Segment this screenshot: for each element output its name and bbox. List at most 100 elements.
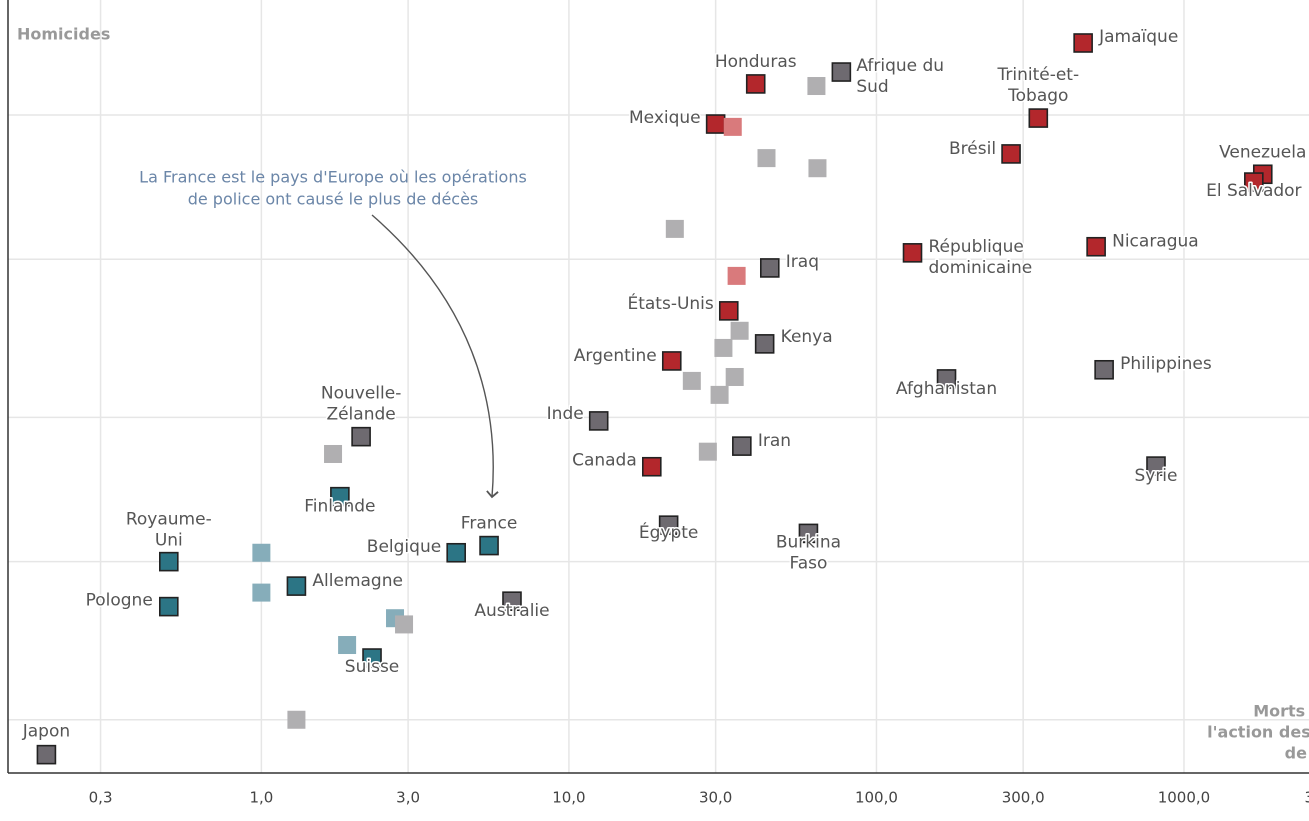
point <box>1146 456 1166 476</box>
point <box>286 576 307 596</box>
point <box>754 334 775 354</box>
point <box>1094 359 1114 380</box>
point-label: États-Unis <box>627 292 713 314</box>
point-label: Burkina <box>776 532 841 552</box>
point-label: dominicaine <box>929 258 1033 278</box>
point <box>479 535 499 556</box>
point-label: France <box>461 514 518 534</box>
point-label: Philippines <box>1120 354 1212 374</box>
x-tick-label: 100,0 <box>855 789 898 807</box>
annotation-arrow <box>371 214 499 499</box>
point <box>902 243 923 263</box>
annotation: de police ont causé le plus de décès <box>188 190 479 209</box>
point <box>723 117 742 136</box>
point <box>831 62 852 82</box>
point <box>730 321 749 340</box>
point <box>351 426 371 447</box>
point <box>324 444 343 463</box>
point <box>330 486 350 507</box>
point <box>1073 33 1093 53</box>
point <box>252 543 271 562</box>
point-label: Belgique <box>367 537 441 557</box>
point-label: Nicaragua <box>1112 232 1199 252</box>
point-label: Trinité-et- <box>996 65 1079 85</box>
point-label: Finlande <box>304 497 375 517</box>
annotation: La France est le pays d'Europe où les op… <box>139 168 527 187</box>
point-label: Kenya <box>781 327 833 347</box>
point <box>725 367 744 386</box>
point <box>1001 144 1021 164</box>
point <box>710 385 729 404</box>
x-tick-label: 300,0 <box>1002 789 1045 807</box>
point <box>682 371 701 390</box>
point <box>502 591 522 611</box>
point <box>745 74 766 94</box>
point-label: Égypte <box>639 521 699 543</box>
point-label: Allemagne <box>312 571 403 591</box>
point <box>757 149 776 168</box>
point <box>665 219 684 238</box>
point <box>338 636 357 655</box>
point <box>362 648 382 668</box>
point <box>732 436 752 456</box>
point <box>287 710 306 729</box>
point-label: Zélande <box>326 405 395 425</box>
point <box>661 351 682 371</box>
point-label: Jamaïque <box>1098 27 1178 47</box>
point-label: Argentine <box>574 346 657 366</box>
x-tick-label: 0,3 <box>89 789 113 807</box>
point <box>807 77 826 96</box>
point <box>808 159 827 178</box>
point <box>159 551 179 572</box>
point <box>159 596 179 617</box>
x-tick-label: 3000,0 <box>1304 789 1309 807</box>
points <box>36 33 1273 765</box>
point-label: Pologne <box>86 591 153 611</box>
point <box>641 456 662 477</box>
x-axis-title: Morts suite à <box>1253 702 1309 721</box>
point <box>698 442 717 461</box>
point <box>718 301 739 321</box>
point-label: Afghanistan <box>896 379 997 399</box>
point-label: Iran <box>758 431 791 451</box>
x-tick-label: 30,0 <box>699 789 732 807</box>
point-label: Suisse <box>345 657 399 677</box>
x-tick-label: 1,0 <box>249 789 273 807</box>
point <box>1244 172 1264 192</box>
point-label: Japon <box>22 722 70 742</box>
point-label: Afrique du <box>856 56 944 76</box>
point <box>936 369 957 389</box>
point-label: Inde <box>547 404 584 424</box>
x-axis-title: de l'ordre <box>1285 744 1309 763</box>
point-label: Iraq <box>786 252 819 272</box>
point <box>1028 108 1049 128</box>
point-label: Australie <box>474 601 549 621</box>
point-label: Tobago <box>1007 86 1068 106</box>
x-tick-label: 10,0 <box>552 789 585 807</box>
point-label: Syrie <box>1134 466 1177 486</box>
labels: Japon Pologne Royaume-Uni Allemagne Suisse Fi… <box>20 25 1308 743</box>
point-label: Canada <box>572 451 637 471</box>
point <box>759 258 780 278</box>
point <box>252 583 271 602</box>
point <box>395 615 414 634</box>
point <box>705 114 726 134</box>
x-tick-label: 1000,0 <box>1158 789 1211 807</box>
point-label: Mexique <box>629 108 701 128</box>
point <box>798 523 819 544</box>
point <box>727 266 746 285</box>
x-axis-title: l'action des forces <box>1207 723 1309 742</box>
x-tick-label: 3,0 <box>396 789 420 807</box>
point <box>658 515 679 535</box>
point <box>36 744 57 765</box>
point-label: Royaume- <box>126 510 212 530</box>
y-axis-title: Homicides <box>17 25 110 44</box>
point <box>588 411 609 431</box>
point-label: El Salvador <box>1206 181 1301 201</box>
point-label: Uni <box>155 531 183 551</box>
point-label: Honduras <box>715 52 797 72</box>
point-label: Brésil <box>949 139 996 159</box>
point <box>1086 236 1106 257</box>
point-label: République <box>929 237 1024 257</box>
